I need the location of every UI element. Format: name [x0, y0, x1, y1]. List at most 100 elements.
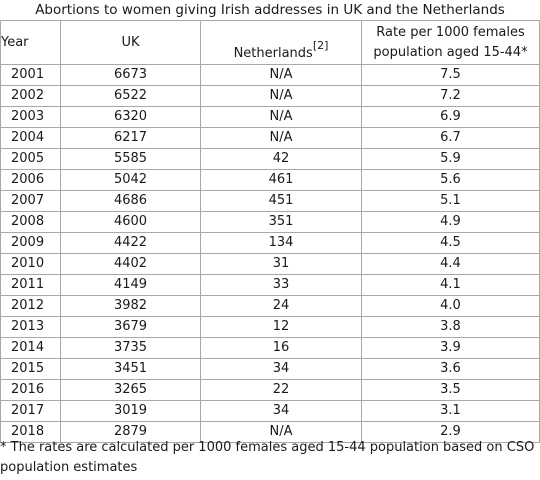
cell-year: 2001	[0, 64, 61, 86]
table-row: 2010 4402 31 4.4	[0, 253, 540, 275]
cell-year: 2002	[0, 85, 61, 107]
cell-uk: 5585	[60, 148, 201, 170]
table-row: 2005 5585 42 5.9	[0, 148, 540, 170]
cell-netherlands: 451	[200, 190, 362, 212]
cell-rate: 7.2	[361, 85, 540, 107]
cell-year: 2011	[0, 274, 61, 296]
cell-uk: 3679	[60, 316, 201, 338]
cell-rate: 3.9	[361, 337, 540, 359]
cell-netherlands: N/A	[200, 85, 362, 107]
table-row: 2003 6320 N/A 6.9	[0, 106, 540, 128]
table-row: 2006 5042 461 5.6	[0, 169, 540, 191]
cell-uk: 6522	[60, 85, 201, 107]
table-row: 2016 3265 22 3.5	[0, 379, 540, 401]
table-row: 2001 6673 N/A 7.5	[0, 64, 540, 86]
cell-netherlands: 351	[200, 211, 362, 233]
table-row: 2013 3679 12 3.8	[0, 316, 540, 338]
cell-uk: 4402	[60, 253, 201, 275]
abortion-stats-table: Year UK Netherlands[2] Rate per 1000 fem…	[0, 20, 540, 443]
table-caption: Abortions to women giving Irish addresse…	[35, 2, 505, 18]
header-rate: Rate per 1000 females population aged 15…	[361, 20, 540, 65]
cell-netherlands: N/A	[200, 106, 362, 128]
cell-uk: 4600	[60, 211, 201, 233]
cell-rate: 5.9	[361, 148, 540, 170]
cell-year: 2005	[0, 148, 61, 170]
cell-netherlands: 16	[200, 337, 362, 359]
cell-rate: 4.1	[361, 274, 540, 296]
cell-year: 2013	[0, 316, 61, 338]
cell-uk: 3265	[60, 379, 201, 401]
header-netherlands: Netherlands[2]	[200, 20, 362, 65]
cell-uk: 3982	[60, 295, 201, 317]
cell-uk: 6673	[60, 64, 201, 86]
table-row: 2008 4600 351 4.9	[0, 211, 540, 233]
table-body: 2001 6673 N/A 7.5 2002 6522 N/A 7.2 2003 6320 N/A 6…	[0, 64, 540, 443]
cell-netherlands: N/A	[200, 127, 362, 149]
cell-netherlands: 22	[200, 379, 362, 401]
cell-netherlands: 134	[200, 232, 362, 254]
cell-rate: 4.9	[361, 211, 540, 233]
cell-rate: 5.1	[361, 190, 540, 212]
cell-year: 2016	[0, 379, 61, 401]
cell-rate: 3.1	[361, 400, 540, 422]
cell-rate: 6.7	[361, 127, 540, 149]
cell-rate: 2.9	[361, 421, 540, 443]
cell-year: 2008	[0, 211, 61, 233]
cell-uk: 3451	[60, 358, 201, 380]
cell-uk: 4686	[60, 190, 201, 212]
cell-netherlands: N/A	[200, 421, 362, 443]
cell-rate: 4.5	[361, 232, 540, 254]
header-rate-line1: Rate per 1000 females	[376, 24, 525, 40]
header-year: Year	[0, 20, 61, 65]
cell-uk: 3735	[60, 337, 201, 359]
cell-netherlands: 34	[200, 400, 362, 422]
cell-netherlands: N/A	[200, 64, 362, 86]
cell-uk: 4149	[60, 274, 201, 296]
cell-year: 2017	[0, 400, 61, 422]
cell-year: 2006	[0, 169, 61, 191]
cell-rate: 4.4	[361, 253, 540, 275]
cell-uk: 6320	[60, 106, 201, 128]
cell-netherlands: 24	[200, 295, 362, 317]
table-row: 2017 3019 34 3.1	[0, 400, 540, 422]
cell-year: 2009	[0, 232, 61, 254]
table-row: 2004 6217 N/A 6.7	[0, 127, 540, 149]
cell-year: 2010	[0, 253, 61, 275]
header-netherlands-label: Netherlands	[233, 46, 313, 61]
cell-netherlands: 42	[200, 148, 362, 170]
cell-netherlands: 33	[200, 274, 362, 296]
table-row: 2015 3451 34 3.6	[0, 358, 540, 380]
table-row: 2007 4686 451 5.1	[0, 190, 540, 212]
cell-uk: 3019	[60, 400, 201, 422]
citation-link[interactable]: [2]	[312, 38, 329, 52]
header-uk: UK	[60, 20, 201, 65]
cell-year: 2004	[0, 127, 61, 149]
cell-rate: 4.0	[361, 295, 540, 317]
table-row: 2009 4422 134 4.5	[0, 232, 540, 254]
cell-netherlands: 31	[200, 253, 362, 275]
table-row: 2011 4149 33 4.1	[0, 274, 540, 296]
cell-year: 2012	[0, 295, 61, 317]
cell-year: 2003	[0, 106, 61, 128]
cell-uk: 4422	[60, 232, 201, 254]
cell-year: 2018	[0, 421, 61, 443]
cell-year: 2015	[0, 358, 61, 380]
cell-netherlands: 12	[200, 316, 362, 338]
cell-uk: 5042	[60, 169, 201, 191]
footnote: * The rates are calculated per 1000 fema…	[0, 440, 535, 475]
cell-rate: 5.6	[361, 169, 540, 191]
cell-rate: 3.6	[361, 358, 540, 380]
header-row: Year UK Netherlands[2] Rate per 1000 fem…	[0, 20, 540, 65]
header-rate-line2: population aged 15-44*	[373, 44, 528, 60]
table-row: 2012 3982 24 4.0	[0, 295, 540, 317]
cell-uk: 6217	[60, 127, 201, 149]
cell-netherlands: 461	[200, 169, 362, 191]
cell-netherlands: 34	[200, 358, 362, 380]
cell-rate: 6.9	[361, 106, 540, 128]
cell-rate: 3.8	[361, 316, 540, 338]
cell-year: 2014	[0, 337, 61, 359]
table-row: 2002 6522 N/A 7.2	[0, 85, 540, 107]
cell-rate: 7.5	[361, 64, 540, 86]
table-row: 2018 2879 N/A 2.9	[0, 421, 540, 443]
